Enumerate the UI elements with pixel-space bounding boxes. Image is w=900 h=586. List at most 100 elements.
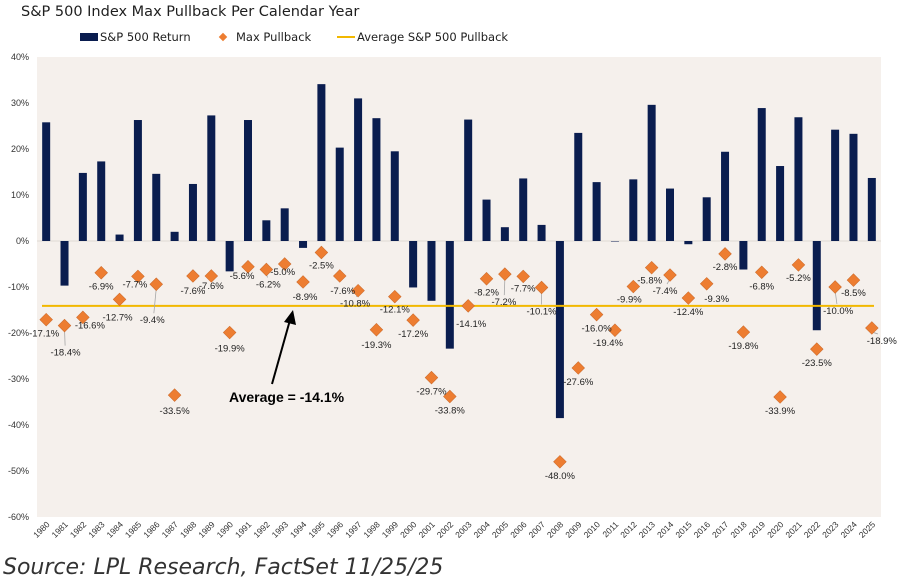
pullback-label: -5.6% bbox=[230, 271, 255, 282]
pullback-point bbox=[443, 389, 457, 404]
pullback-label: -17.2% bbox=[398, 329, 429, 340]
legend-label: Max Pullback bbox=[236, 30, 312, 44]
x-tick-label: 1997 bbox=[343, 519, 364, 540]
return-bar bbox=[170, 231, 179, 241]
pullback-label: -16.6% bbox=[75, 320, 106, 331]
pullback-point bbox=[296, 275, 310, 289]
pullback-label: -7.6% bbox=[199, 281, 224, 292]
pullback-point bbox=[76, 310, 90, 325]
pullback-point bbox=[773, 390, 787, 404]
return-bar bbox=[849, 133, 858, 241]
pullback-point bbox=[663, 268, 677, 282]
return-bar bbox=[794, 117, 803, 241]
return-bar bbox=[500, 227, 509, 241]
pullback-label: -10.0% bbox=[823, 306, 854, 317]
legend-swatch-line bbox=[337, 36, 355, 38]
pullback-point bbox=[39, 312, 53, 327]
pullback-labels: -17.1% -18.4% -16.6% -6.9% -12.7% -7.7% -9.4% -… bbox=[29, 261, 897, 482]
x-tick-label: 2012 bbox=[618, 519, 639, 540]
return-bar bbox=[115, 234, 124, 241]
x-tick-label: 2003 bbox=[453, 519, 474, 540]
x-tick-label: 1984 bbox=[105, 519, 126, 540]
pullback-label: -17.1% bbox=[29, 329, 60, 340]
pullback-label: -12.1% bbox=[380, 305, 411, 316]
pullback-point bbox=[333, 269, 347, 283]
return-bar bbox=[188, 183, 197, 241]
x-tick-label: 2016 bbox=[692, 519, 713, 540]
pullback-label: -33.8% bbox=[435, 405, 466, 416]
pullback-point bbox=[388, 289, 402, 304]
return-bar bbox=[390, 151, 399, 241]
chart-legend: S&P 500 Return Max Pullback Average S&P … bbox=[0, 28, 900, 46]
pullback-point bbox=[57, 318, 72, 333]
x-tick-label: 2019 bbox=[747, 519, 768, 540]
pullback-label: -18.9% bbox=[867, 336, 898, 347]
pullback-point bbox=[277, 257, 292, 271]
return-bar bbox=[280, 208, 289, 241]
pullback-point bbox=[865, 321, 879, 335]
x-tick-label: 2002 bbox=[435, 519, 456, 540]
return-bar bbox=[262, 220, 271, 241]
return-bar bbox=[372, 118, 381, 241]
x-tick-label: 2006 bbox=[508, 519, 529, 540]
y-tick-label: 20% bbox=[11, 144, 29, 154]
pullback-point bbox=[791, 258, 806, 272]
x-tick-label: 1986 bbox=[141, 519, 162, 540]
pullback-point bbox=[131, 269, 145, 284]
pullback-point bbox=[241, 260, 255, 274]
pullback-point bbox=[534, 280, 549, 295]
x-tick-label: 2010 bbox=[582, 519, 603, 540]
y-axis: 40% 30% 20% 10% 0% -10% -20% -30% -40% -50% -60% bbox=[8, 52, 29, 522]
return-bar bbox=[684, 241, 693, 245]
return-bars bbox=[42, 84, 876, 419]
average-annotation: Average = -14.1% bbox=[229, 310, 345, 405]
pullback-label: -33.5% bbox=[160, 406, 191, 417]
return-bar bbox=[867, 177, 876, 241]
return-bar bbox=[610, 241, 619, 242]
pullback-label: -14.1% bbox=[456, 319, 487, 330]
x-tick-label: 2023 bbox=[820, 519, 841, 540]
pullback-label: -12.4% bbox=[673, 307, 704, 318]
x-tick-label: 2009 bbox=[563, 519, 584, 540]
pullback-label: -9.4% bbox=[140, 315, 165, 326]
return-bar bbox=[537, 224, 546, 241]
return-bar bbox=[225, 241, 234, 272]
return-bar bbox=[666, 188, 674, 241]
y-tick-label: -20% bbox=[8, 328, 29, 338]
pullback-label: -2.8% bbox=[713, 262, 738, 273]
pullback-label: -9.9% bbox=[617, 295, 642, 306]
return-bar bbox=[555, 241, 564, 419]
legend-item-max-pullback: Max Pullback bbox=[218, 30, 311, 44]
y-tick-label: -50% bbox=[8, 466, 29, 476]
y-tick-label: 30% bbox=[11, 98, 29, 108]
annotation-arrow-shaft bbox=[271, 319, 291, 385]
pullback-label: -27.6% bbox=[563, 377, 594, 388]
pullback-point bbox=[424, 370, 439, 385]
pullback-point bbox=[204, 269, 219, 283]
x-tick-label: 2008 bbox=[545, 519, 566, 540]
x-tick-label: 1980 bbox=[31, 519, 52, 540]
return-bar bbox=[354, 98, 363, 242]
x-tick-label: 1995 bbox=[306, 519, 327, 540]
x-tick-label: 2005 bbox=[490, 519, 511, 540]
x-tick-label: 1987 bbox=[160, 519, 181, 540]
x-tick-label: 1981 bbox=[49, 519, 70, 540]
return-bar bbox=[427, 241, 436, 301]
x-tick-label: 2018 bbox=[728, 519, 749, 540]
pullback-point bbox=[351, 283, 365, 298]
pullback-point bbox=[167, 388, 182, 402]
pullback-label: -19.4% bbox=[593, 338, 624, 349]
x-tick-label: 2004 bbox=[471, 519, 492, 540]
legend-swatch-bar bbox=[80, 33, 98, 41]
pullback-point bbox=[314, 245, 329, 260]
pullback-point bbox=[626, 279, 641, 294]
chart-title: S&P 500 Index Max Pullback Per Calendar … bbox=[21, 4, 360, 20]
pullback-label: -7.7% bbox=[511, 283, 536, 294]
return-bar bbox=[812, 241, 821, 331]
x-tick-label: 2000 bbox=[398, 519, 419, 540]
pullback-point bbox=[828, 280, 842, 294]
y-tick-label: 10% bbox=[11, 190, 29, 200]
pullback-label: -8.2% bbox=[474, 288, 499, 299]
x-tick-label: 2020 bbox=[765, 519, 786, 540]
pullback-label: -12.7% bbox=[103, 312, 134, 323]
